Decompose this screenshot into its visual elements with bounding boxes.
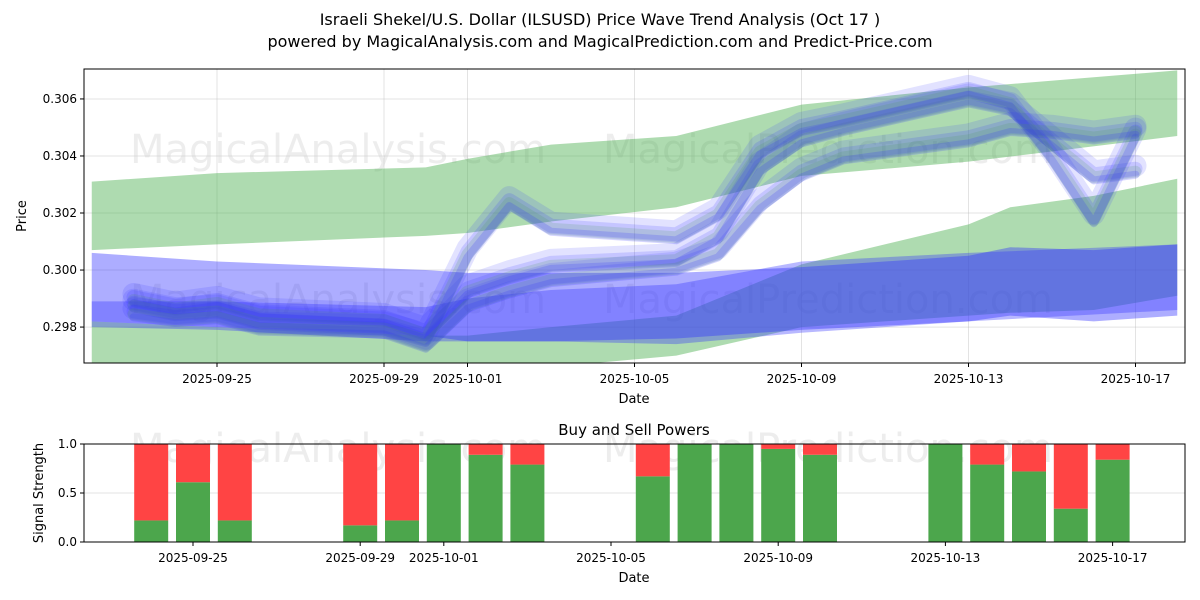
y-tick-label: 0.298 <box>43 320 77 334</box>
y-tick-label: 1.0 <box>58 437 77 451</box>
y-tick-label: 0.304 <box>43 149 77 163</box>
price-panel: MagicalAnalysis.com MagicalPrediction.co… <box>15 69 1185 407</box>
signal-panel: Buy and Sell Powers MagicalAnalysis.com … <box>32 421 1185 586</box>
sell-bar <box>218 444 252 520</box>
sell-bar <box>385 444 419 520</box>
price-y-ticks: 0.298 0.300 0.302 0.304 0.306 <box>43 92 84 334</box>
x-tick-label: 2025-09-29 <box>349 372 419 386</box>
buy-bar <box>1012 471 1046 542</box>
signal-x-ticks: 2025-09-25 2025-09-29 2025-10-01 2025-10-05… <box>158 542 1147 565</box>
x-tick-label: 2025-10-05 <box>600 372 670 386</box>
x-tick-label: 2025-10-01 <box>433 372 503 386</box>
x-tick-label: 2025-10-01 <box>409 551 479 565</box>
sell-bar <box>510 444 544 465</box>
y-tick-label: 0.306 <box>43 92 77 106</box>
buy-bar <box>134 520 168 542</box>
buy-bar <box>1096 460 1130 542</box>
price-x-axis-label: Date <box>618 392 649 407</box>
buy-bar <box>218 520 252 542</box>
signal-y-ticks: 0.0 0.5 1.0 <box>58 437 84 549</box>
x-tick-label: 2025-10-13 <box>934 372 1004 386</box>
sell-bar <box>1096 444 1130 460</box>
signal-y-axis-label: Signal Strength <box>32 443 47 543</box>
x-tick-label: 2025-10-05 <box>576 551 646 565</box>
x-tick-label: 2025-09-25 <box>158 551 228 565</box>
y-tick-label: 0.5 <box>58 486 77 500</box>
buy-bar <box>803 455 837 542</box>
buy-bar <box>970 465 1004 542</box>
x-tick-label: 2025-10-09 <box>743 551 813 565</box>
sell-bar <box>343 444 377 525</box>
buy-bar <box>636 476 670 542</box>
sell-bar <box>176 444 210 482</box>
y-tick-label: 0.0 <box>58 535 77 549</box>
buy-bar <box>385 520 419 542</box>
buy-bar <box>678 444 712 542</box>
chart-canvas: MagicalAnalysis.com MagicalPrediction.co… <box>0 0 1200 600</box>
buy-bar <box>510 465 544 542</box>
buy-bar <box>176 482 210 542</box>
y-tick-label: 0.302 <box>43 206 77 220</box>
buy-bar <box>1054 509 1088 542</box>
x-tick-label: 2025-10-13 <box>911 551 981 565</box>
sell-bar <box>636 444 670 476</box>
x-tick-label: 2025-09-25 <box>182 372 252 386</box>
sell-bar <box>469 444 503 455</box>
x-tick-label: 2025-09-29 <box>325 551 395 565</box>
price-y-axis-label: Price <box>15 200 30 232</box>
price-x-ticks: 2025-09-25 2025-09-29 2025-10-01 2025-10-05… <box>182 363 1170 386</box>
buy-bar <box>469 455 503 542</box>
buy-bar <box>719 444 753 542</box>
buy-bar <box>427 444 461 542</box>
buy-bar <box>928 444 962 542</box>
sell-bar <box>1054 444 1088 509</box>
sell-bar <box>1012 444 1046 471</box>
y-tick-label: 0.300 <box>43 263 77 277</box>
x-tick-label: 2025-10-09 <box>767 372 837 386</box>
x-tick-label: 2025-10-17 <box>1078 551 1148 565</box>
sell-bar <box>761 444 795 449</box>
sell-bar <box>134 444 168 520</box>
x-tick-label: 2025-10-17 <box>1101 372 1171 386</box>
buy-bar <box>761 449 795 542</box>
signal-x-axis-label: Date <box>618 571 649 586</box>
buy-bar <box>343 525 377 542</box>
sell-bar <box>970 444 1004 465</box>
sell-bar <box>803 444 837 455</box>
